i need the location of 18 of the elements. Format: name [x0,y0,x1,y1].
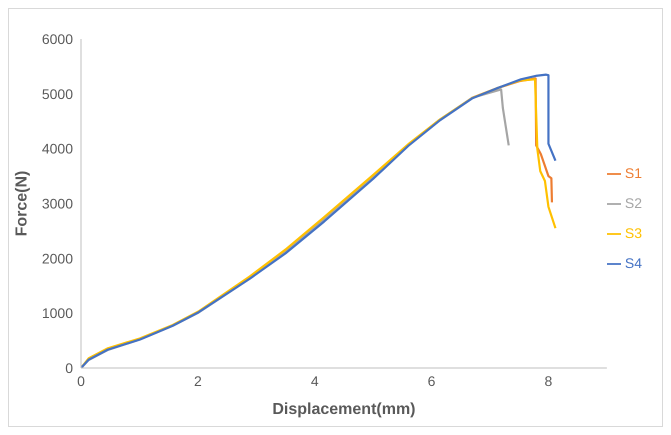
x-tick-label: 6 [428,372,436,389]
y-tick-label: 2000 [42,250,74,266]
legend-label: S2 [624,194,642,210]
legend-label: S3 [624,224,642,240]
y-tick-label: 4000 [42,140,74,157]
y-tick-label: 0 [65,360,74,376]
y-tick-label: 1000 [42,305,74,322]
legend-label: S4 [624,254,642,270]
x-tick-label: 2 [194,372,202,389]
y-tick-label: 6000 [42,30,74,47]
y-axis-title: Force(N) [14,170,31,236]
y-tick-label: 5000 [42,86,74,102]
legend-label: S1 [624,164,642,180]
x-tick-label: 4 [310,372,319,389]
x-tick-label: 0 [77,372,86,389]
y-tick-label: 3000 [42,195,74,212]
x-axis-title: Displacement(mm) [272,401,416,418]
x-tick-label: 8 [544,372,553,389]
